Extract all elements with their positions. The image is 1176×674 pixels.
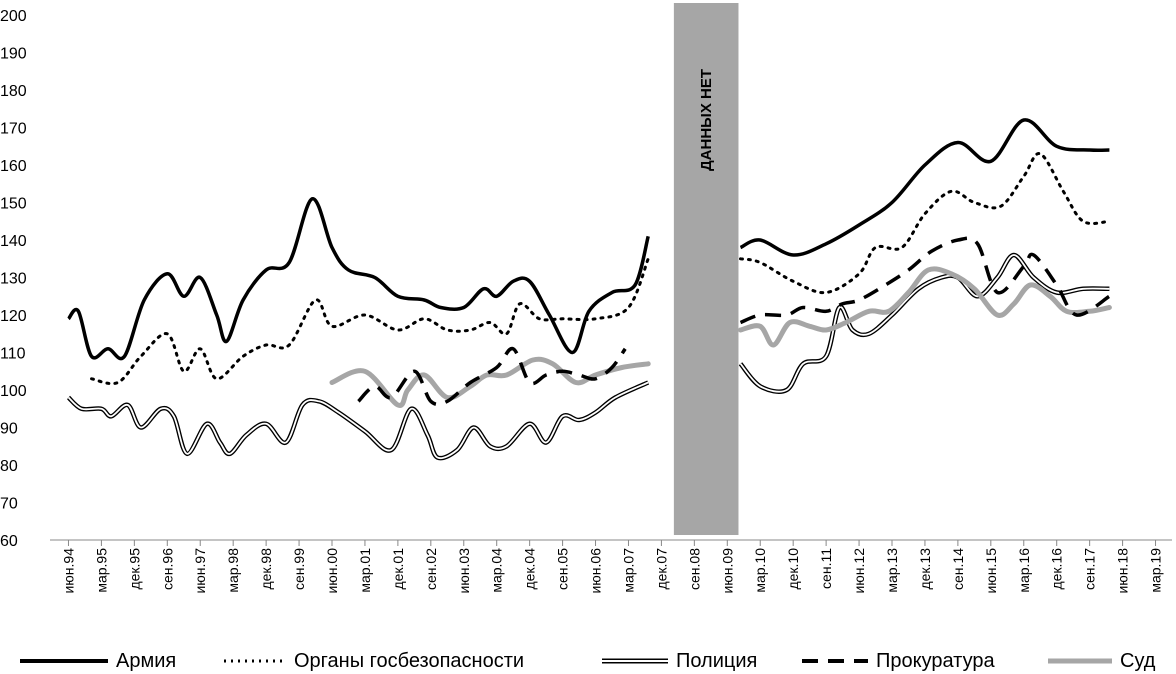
x-tick-label: июн.12	[851, 548, 867, 594]
y-tick-label: 200	[0, 8, 27, 25]
x-tick-label: июн.97	[192, 548, 208, 594]
x-tick-label: сен.05	[555, 548, 571, 590]
legend-label-army: Армия	[116, 650, 177, 672]
x-tick-label: дек.16	[1049, 548, 1065, 590]
x-tick-label: дек.10	[785, 548, 801, 590]
x-tick-label: сен.02	[423, 548, 439, 590]
series-line-court	[329, 356, 651, 408]
x-tick-label: мар.98	[225, 548, 241, 593]
x-tick-label: июн.06	[588, 548, 604, 594]
x-tick-label: мар.16	[1016, 548, 1032, 593]
x-tick-label: мар.01	[357, 548, 373, 593]
series-line-army	[67, 197, 650, 361]
y-tick-label: 110	[0, 346, 26, 363]
x-tick-label: мар.10	[752, 548, 768, 593]
series-line-security-organs	[90, 257, 650, 386]
series-line-army	[739, 118, 1110, 257]
legend-label-prosecution: Прокуратура	[876, 650, 995, 672]
y-tick-label: 170	[0, 121, 27, 138]
legend-swatch-solid-gray	[1048, 658, 1112, 664]
y-tick-label: 150	[0, 196, 27, 213]
y-tick-label: 120	[0, 308, 27, 325]
y-tick-label: 180	[0, 83, 27, 100]
legend-item-police: Полиция	[600, 648, 757, 674]
series-line-police	[66, 380, 650, 461]
x-tick-label: сен.96	[159, 548, 175, 590]
y-tick-label: 160	[0, 158, 27, 175]
y-tick-label: 100	[0, 383, 27, 400]
x-tick-label: дек.04	[522, 548, 538, 590]
series-line-police-inner	[739, 254, 1110, 393]
x-tick-label: мар.19	[1148, 548, 1164, 593]
series-line-court	[738, 266, 1112, 348]
series-layer	[66, 118, 1112, 461]
x-tick-label: июн.15	[983, 548, 999, 594]
y-tick-label: 130	[0, 271, 27, 288]
legend-item-prosecution: Прокуратура	[800, 648, 995, 674]
x-tick-label: дек.98	[258, 548, 274, 590]
x-axis: июн.94 мар.95 дек.95 сен.96 июн.97 мар.98 дек.…	[50, 539, 1172, 594]
y-tick-label: 140	[0, 233, 27, 250]
no-data-label: ДАННЫХ НЕТ	[698, 69, 715, 171]
x-tick-label: июн.03	[456, 548, 472, 594]
x-tick-label: дек.13	[917, 548, 933, 590]
no-data-band	[673, 3, 739, 535]
legend-swatch-solid-black	[20, 659, 108, 663]
series-line-police-inner	[67, 381, 649, 460]
legend-label-security-organs: Органы госбезопасности	[294, 650, 525, 672]
legend-item-army: Армия	[18, 648, 176, 674]
x-tick-label: дек.95	[126, 548, 142, 590]
x-tick-label: сен.17	[1082, 548, 1098, 590]
x-tick-label: мар.13	[884, 548, 900, 593]
legend-label-court: Суд	[1120, 650, 1156, 672]
x-tick-label: дек.07	[653, 548, 669, 590]
y-tick-label: 190	[0, 46, 27, 63]
x-tick-label: июн.00	[324, 548, 340, 594]
series-line-prosecution	[357, 346, 627, 407]
y-tick-label: 60	[0, 533, 18, 550]
line-chart: ДАННЫХ НЕТ 60 70 80 90 100 110 120 130 140 150 160…	[0, 3, 1172, 594]
x-tick-label: мар.04	[489, 548, 505, 593]
legend-item-court: Суд	[1046, 648, 1155, 674]
x-tick-label: сен.14	[950, 548, 966, 590]
no-data-band-layer: ДАННЫХ НЕТ	[673, 3, 739, 535]
x-tick-label: сен.99	[291, 548, 307, 590]
legend-swatch-double-line	[602, 658, 668, 664]
x-tick-label: мар.07	[620, 548, 636, 593]
legend-label-police: Полиция	[676, 650, 758, 672]
legend-swatch-dashed	[802, 659, 868, 663]
legend: Армия Органы госбезопасности Полиция Про…	[0, 648, 1176, 674]
x-tick-label: сен.11	[818, 548, 834, 589]
x-tick-label: сен.08	[686, 548, 702, 590]
legend-swatch-dotted	[224, 659, 286, 663]
x-tick-label: июн.18	[1115, 548, 1131, 594]
y-tick-label: 70	[0, 496, 18, 513]
x-tick-label: мар.95	[93, 548, 109, 593]
series-line-security-organs	[739, 152, 1111, 295]
x-tick-label: дек.01	[390, 548, 406, 590]
x-tick-label: июн.94	[60, 548, 76, 594]
y-tick-label: 80	[0, 458, 18, 475]
legend-item-security-organs: Органы госбезопасности	[222, 648, 524, 674]
y-tick-label: 90	[0, 421, 18, 438]
y-axis: 60 70 80 90 100 110 120 130 140 150 160 170 180 190 20…	[0, 8, 27, 550]
x-tick-label: июн.09	[719, 548, 735, 594]
series-line-prosecution	[739, 236, 1111, 325]
